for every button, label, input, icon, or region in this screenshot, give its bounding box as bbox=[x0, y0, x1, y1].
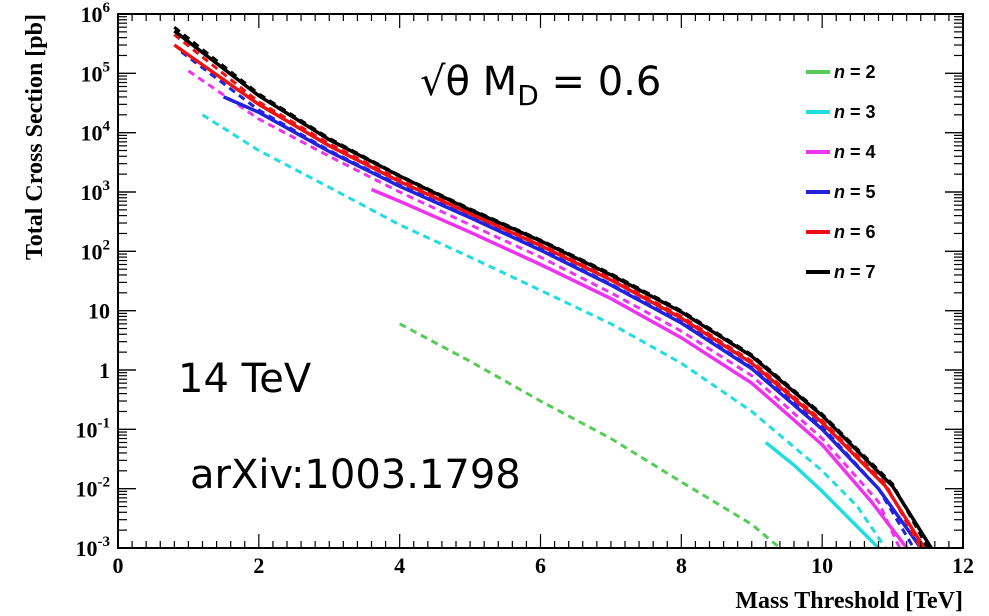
y-tick-label-base: 10 bbox=[76, 477, 98, 502]
y-tick-label-base: 10 bbox=[76, 536, 98, 561]
y-tick-label: 104 bbox=[81, 119, 111, 146]
x-tick-label: 2 bbox=[253, 553, 264, 578]
x-tick-label: 10 bbox=[811, 553, 833, 578]
y-tick-label-exponent: 2 bbox=[103, 237, 111, 253]
legend-label-value: = 4 bbox=[845, 142, 876, 162]
legend-label-n7: n = 7 bbox=[834, 262, 876, 282]
y-tick-label: 1 bbox=[99, 358, 110, 383]
x-tick-label: 12 bbox=[952, 553, 974, 578]
annotation-main-suffix: = 0.6 bbox=[539, 59, 662, 105]
legend-label-var: n bbox=[834, 182, 845, 202]
legend-label-var: n bbox=[834, 222, 845, 242]
x-tick-labels: 0 2 4 6 8 10 12 bbox=[113, 553, 975, 578]
series-line-dashed-n4 bbox=[187, 69, 901, 549]
y-tick-label: 106 bbox=[81, 0, 111, 27]
curves-layer bbox=[173, 26, 933, 550]
annotation-main: √θ MD = 0.6 bbox=[420, 59, 661, 112]
x-tick-label: 4 bbox=[394, 553, 405, 578]
x-tick-label: 6 bbox=[535, 553, 546, 578]
legend: n = 2n = 3n = 4n = 5n = 6n = 7 bbox=[806, 62, 876, 282]
y-tick-label-base: 1 bbox=[99, 358, 110, 383]
legend-label-var: n bbox=[834, 62, 845, 82]
y-tick-label-exponent: 6 bbox=[103, 0, 111, 16]
legend-label-n5: n = 5 bbox=[834, 182, 876, 202]
y-tick-label-exponent: 5 bbox=[103, 59, 111, 75]
y-tick-label-base: 10 bbox=[88, 299, 110, 324]
legend-label-value: = 2 bbox=[845, 62, 876, 82]
y-tick-label: 105 bbox=[81, 59, 111, 86]
y-tick-label-exponent: -1 bbox=[98, 415, 111, 431]
y-tick-label: 102 bbox=[81, 237, 111, 264]
annotation-main-subscript: D bbox=[517, 79, 539, 112]
y-tick-label-base: 10 bbox=[81, 121, 103, 146]
y-tick-label: 10-2 bbox=[76, 475, 111, 502]
y-tick-label: 103 bbox=[81, 178, 111, 205]
y-tick-label: 10 bbox=[88, 299, 110, 324]
x-tick-label: 0 bbox=[113, 553, 124, 578]
y-tick-label: 10-1 bbox=[76, 415, 111, 442]
annotation-energy: 14 TeV bbox=[178, 356, 312, 402]
legend-label-value: = 3 bbox=[845, 102, 876, 122]
legend-label-n3: n = 3 bbox=[834, 102, 876, 122]
x-tick-label: 8 bbox=[676, 553, 687, 578]
series-line-solid-n6 bbox=[173, 43, 926, 549]
legend-label-value: = 6 bbox=[845, 222, 876, 242]
legend-label-n6: n = 6 bbox=[834, 222, 876, 242]
series-line-dashed-n3 bbox=[201, 113, 887, 549]
y-tick-label: 10-3 bbox=[76, 534, 111, 561]
annotation-reference: arXiv:1003.1798 bbox=[190, 452, 521, 498]
y-tick-label-base: 10 bbox=[81, 239, 103, 264]
y-tick-label-exponent: 4 bbox=[103, 119, 111, 135]
y-tick-label-base: 10 bbox=[81, 61, 103, 86]
y-axis-title: Total Cross Section [pb] bbox=[22, 14, 48, 260]
y-tick-label-base: 10 bbox=[81, 180, 103, 205]
y-tick-label-exponent: -3 bbox=[98, 534, 111, 550]
legend-label-value: = 5 bbox=[845, 182, 876, 202]
annotation-main-prefix: √θ M bbox=[420, 59, 517, 105]
series-line-solid-n4 bbox=[370, 187, 909, 550]
legend-label-var: n bbox=[834, 262, 845, 282]
legend-label-var: n bbox=[834, 142, 845, 162]
ticks-layer bbox=[117, 13, 964, 549]
y-tick-label-exponent: -2 bbox=[98, 475, 111, 491]
x-axis-title: Mass Threshold [TeV] bbox=[735, 588, 963, 614]
legend-label-value: = 7 bbox=[845, 262, 876, 282]
y-tick-label-base: 10 bbox=[81, 2, 103, 27]
y-tick-label-base: 10 bbox=[76, 417, 98, 442]
series-line-solid-n7 bbox=[173, 29, 933, 549]
series-line-solid-n5 bbox=[222, 95, 923, 550]
series-line-solid-n3 bbox=[764, 441, 880, 550]
legend-label-var: n bbox=[834, 102, 845, 122]
y-tick-label-exponent: 3 bbox=[103, 178, 111, 194]
series-line-dashed-n2 bbox=[398, 322, 781, 550]
legend-label-n4: n = 4 bbox=[834, 142, 876, 162]
legend-label-n2: n = 2 bbox=[834, 62, 876, 82]
